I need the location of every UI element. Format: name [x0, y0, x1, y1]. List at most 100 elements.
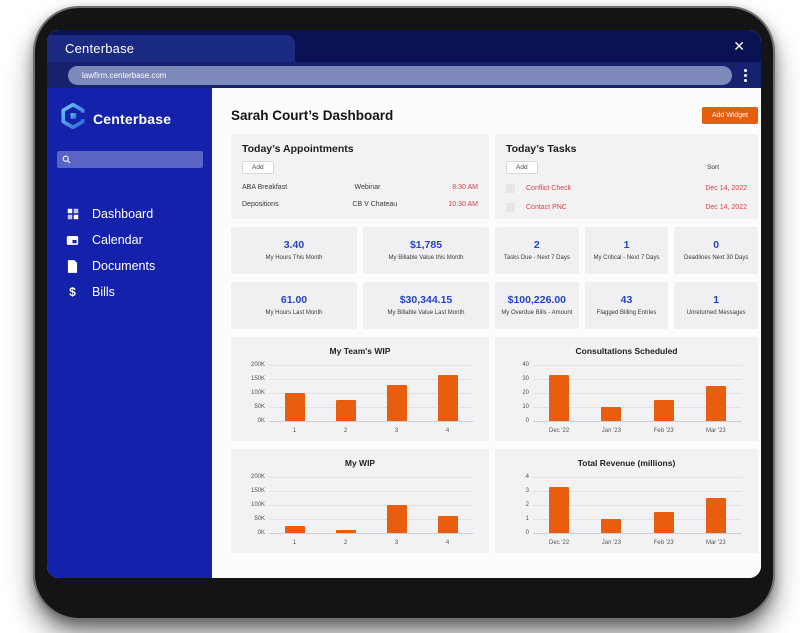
stat-label: Unreturned Messages: [686, 309, 746, 316]
appointments-title: Today’s Appointments: [242, 143, 354, 155]
stat-tile-hours-this-month: 3.40 My Hours This Month: [231, 227, 357, 274]
stat-tile-billable-this-month: $1,785 My Billable Value this Month: [363, 227, 489, 274]
bar-slot: [422, 365, 473, 421]
sidebar-item-bills[interactable]: $ Bills: [57, 279, 203, 305]
bar-slot: [585, 365, 637, 421]
bar: [335, 400, 356, 421]
y-axis-tick: 100K: [250, 390, 265, 396]
stat-value: 43: [620, 293, 633, 306]
y-axis-tick: 100K: [250, 502, 265, 508]
search-input[interactable]: [75, 155, 198, 164]
y-axis-tick: 20: [522, 390, 529, 396]
gridline: [269, 519, 473, 520]
stat-value: 3.40: [283, 238, 305, 251]
url-bar[interactable]: lawfirm.centerbase.com: [68, 65, 732, 85]
search-icon: [62, 155, 71, 164]
y-axis-tick: 50K: [254, 516, 265, 522]
bar: [653, 400, 674, 421]
bar: [335, 529, 356, 533]
task-checkbox[interactable]: [506, 184, 515, 193]
task-row[interactable]: Contact PNC Dec 14, 2022: [506, 203, 747, 212]
bar: [549, 486, 570, 533]
add-appointment-button[interactable]: Add: [242, 161, 274, 174]
add-widget-button[interactable]: Add Widget: [701, 107, 758, 124]
y-axis-tick: 50K: [254, 404, 265, 410]
appointment-row[interactable]: ABA Breakfast Webinar 8:30 AM: [242, 184, 478, 191]
y-axis-tick: 200K: [250, 474, 265, 480]
stat-label: My Billable Value Last Month: [387, 309, 465, 316]
bar-slot: [371, 477, 422, 533]
todays-appointments-card: Today’s Appointments Add ABA Breakfast W…: [231, 134, 489, 219]
sidebar-item-calendar[interactable]: Calendar: [57, 227, 203, 253]
x-axis-tick: 4: [445, 540, 450, 546]
chart-consultations-scheduled: Consultations Scheduled 40 30 20 10 0 Dec '22 J…: [495, 337, 758, 441]
y-axis-tick: 10: [522, 404, 529, 410]
stat-value: 61.00: [280, 293, 308, 306]
stat-label: My Hours Last Month: [265, 309, 323, 316]
stat-label: My Overdue Bills - Amount: [501, 309, 573, 316]
browser-tab[interactable]: Centerbase: [47, 35, 295, 62]
stat-tile-critical: 1 My Critical - Next 7 Days: [584, 227, 669, 274]
todays-tasks-card: Today’s Tasks Add Sort Conflict Check De…: [495, 134, 758, 219]
bar: [386, 505, 407, 533]
brand-name: Centerbase: [93, 110, 172, 127]
y-axis-tick: 2: [525, 502, 529, 508]
bar: [549, 374, 570, 421]
sidebar-item-label: Documents: [92, 259, 156, 273]
sort-control[interactable]: Sort: [707, 164, 719, 171]
bar: [437, 374, 458, 421]
chart-total-revenue: Total Revenue (millions) 4 3 2 1 0 Dec '22 Jan …: [495, 449, 758, 553]
x-axis-tick: 2: [343, 428, 348, 434]
bar: [601, 519, 622, 533]
y-axis-tick: 0K: [257, 418, 265, 424]
gridline: [533, 393, 742, 394]
bar-slot: [320, 477, 371, 533]
close-icon[interactable]: ✕: [733, 38, 745, 54]
bar-slot: [585, 477, 637, 533]
stat-tile-billable-last-month: $30,344.15 My Billable Value Last Month: [363, 282, 489, 329]
gridline: [269, 365, 473, 366]
y-axis-tick: 150K: [250, 488, 265, 494]
task-due-date: Dec 14, 2022: [705, 204, 747, 211]
chart-title: My WIP: [344, 458, 376, 468]
task-row[interactable]: Conflict Check Dec 14, 2022: [506, 184, 747, 193]
sidebar-item-dashboard[interactable]: Dashboard: [57, 201, 203, 227]
x-axis-tick: 1: [292, 428, 297, 434]
task-name: Conflict Check: [526, 185, 572, 192]
gridline: [269, 379, 473, 380]
page-title: Sarah Court’s Dashboard: [231, 108, 394, 123]
bar-slot: [269, 477, 320, 533]
stat-label: My Critical - Next 7 Days: [593, 254, 660, 261]
gridline: [269, 505, 473, 506]
gridline: [269, 533, 473, 534]
dashboard-icon: [66, 208, 79, 221]
gridline: [269, 393, 473, 394]
chart-title: My Team's WIP: [329, 346, 391, 356]
add-task-button[interactable]: Add: [506, 161, 538, 174]
chart-plot-area: 200K 150K 100K 50K 0K 1 2 3 4: [251, 474, 473, 546]
browser-menu-icon[interactable]: [738, 68, 752, 82]
gridline: [533, 421, 742, 422]
sidebar-item-documents[interactable]: Documents: [57, 253, 203, 279]
sidebar-item-label: Dashboard: [92, 207, 154, 221]
x-axis-tick: Jan '23: [601, 428, 621, 434]
bar: [601, 407, 622, 421]
sidebar: Centerbase Dashboard: [47, 88, 212, 578]
task-checkbox[interactable]: [506, 203, 515, 212]
gridline: [269, 477, 473, 478]
appointment-row[interactable]: Depositions CB V Chateau 10:30 AM: [242, 201, 478, 208]
bills-icon: $: [69, 285, 76, 299]
stat-value: $100,226.00: [507, 293, 567, 306]
bar-slot: [320, 365, 371, 421]
chart-title: Consultations Scheduled: [575, 346, 678, 356]
documents-icon: [66, 259, 79, 273]
stat-tile-hours-last-month: 61.00 My Hours Last Month: [231, 282, 357, 329]
tab-title: Centerbase: [65, 41, 135, 56]
y-axis-tick: 0: [525, 418, 529, 424]
centerbase-logo-icon: [60, 102, 86, 134]
y-axis-tick: 4: [525, 474, 529, 480]
sidebar-search[interactable]: [57, 151, 203, 168]
x-axis-tick: 4: [445, 428, 450, 434]
bar-slot: [422, 477, 473, 533]
